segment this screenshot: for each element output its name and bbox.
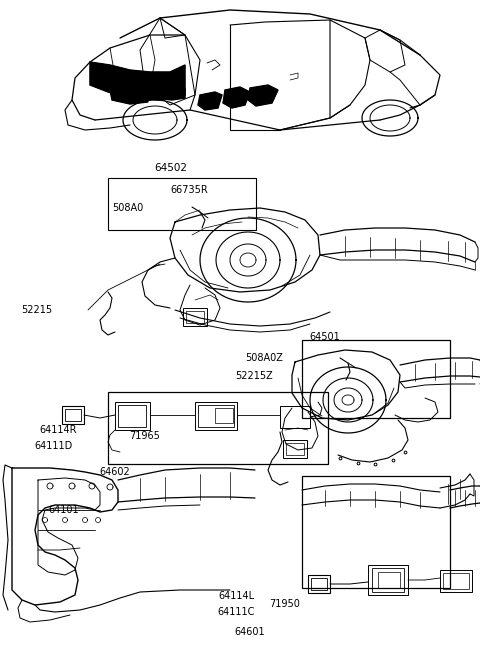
Bar bbox=[186, 311, 204, 323]
Bar bbox=[118, 405, 146, 427]
Text: 71965: 71965 bbox=[130, 431, 160, 441]
Text: 52215Z: 52215Z bbox=[235, 371, 273, 381]
Bar bbox=[108, 178, 256, 230]
Text: 64101: 64101 bbox=[48, 505, 79, 515]
Bar bbox=[372, 568, 404, 592]
Text: 64111C: 64111C bbox=[217, 607, 254, 617]
Bar bbox=[368, 565, 408, 595]
Bar bbox=[183, 308, 207, 326]
Text: 66735R: 66735R bbox=[170, 185, 208, 195]
Polygon shape bbox=[198, 92, 222, 110]
Text: 64111D: 64111D bbox=[35, 441, 73, 451]
Bar bbox=[115, 402, 150, 430]
Text: 64501: 64501 bbox=[310, 332, 340, 342]
Bar bbox=[62, 406, 84, 424]
Bar bbox=[283, 440, 307, 458]
Text: 71950: 71950 bbox=[269, 599, 300, 609]
Bar bbox=[378, 572, 400, 588]
Bar bbox=[302, 476, 450, 588]
Bar bbox=[308, 575, 330, 593]
Polygon shape bbox=[223, 87, 250, 108]
Text: 64602: 64602 bbox=[100, 467, 131, 477]
Bar bbox=[280, 406, 310, 428]
Bar bbox=[108, 392, 328, 464]
Text: 508A0: 508A0 bbox=[112, 203, 143, 213]
Polygon shape bbox=[110, 88, 148, 104]
Bar bbox=[65, 409, 81, 421]
Polygon shape bbox=[90, 62, 185, 100]
Bar bbox=[302, 340, 450, 418]
Bar bbox=[311, 578, 327, 590]
Bar bbox=[215, 408, 233, 423]
Bar bbox=[440, 570, 472, 592]
Polygon shape bbox=[155, 85, 185, 100]
Bar bbox=[195, 402, 237, 430]
Text: 64601: 64601 bbox=[234, 627, 265, 637]
Text: 64502: 64502 bbox=[154, 163, 187, 173]
Bar bbox=[198, 405, 234, 427]
Text: 64114R: 64114R bbox=[39, 425, 77, 435]
Text: 508A0Z: 508A0Z bbox=[245, 353, 283, 363]
Bar bbox=[443, 573, 469, 589]
Text: 64114L: 64114L bbox=[218, 591, 254, 601]
Bar bbox=[286, 443, 304, 455]
Polygon shape bbox=[248, 85, 278, 106]
Text: 52215: 52215 bbox=[22, 305, 53, 315]
